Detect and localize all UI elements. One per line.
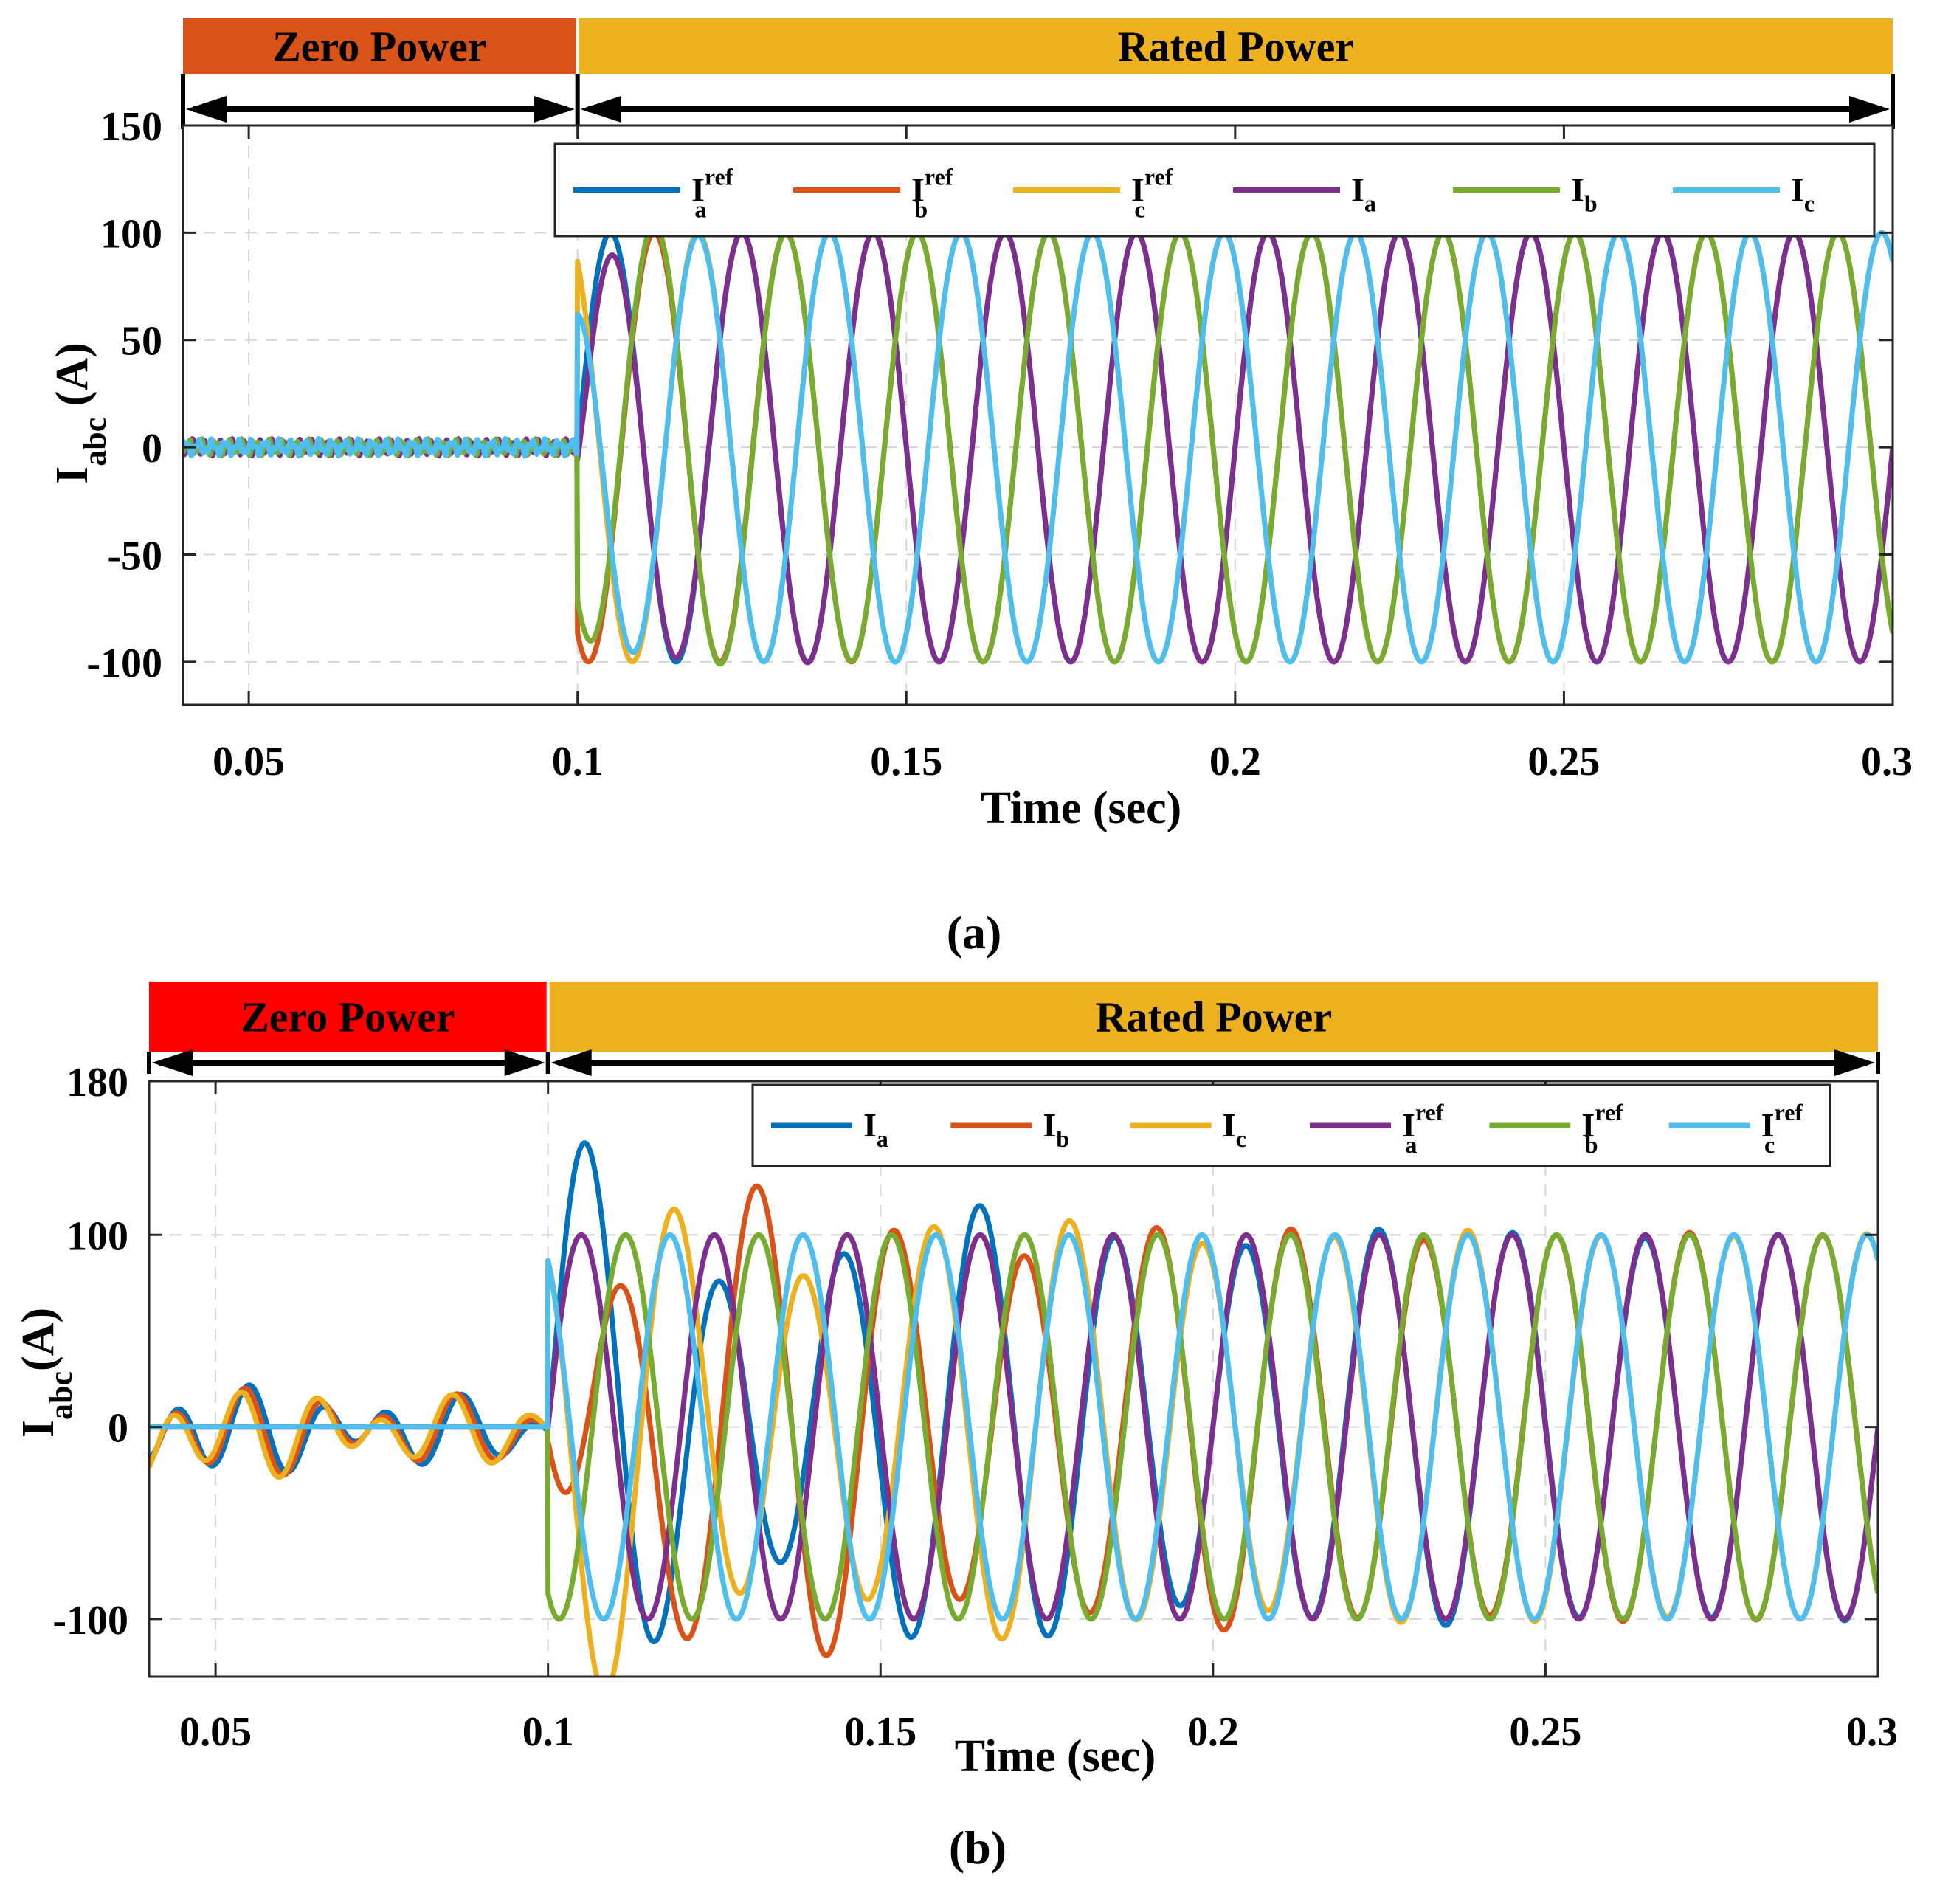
y-axis-label: Iabc (A) [47,342,113,484]
region-banner-zero-power [149,982,547,1052]
legend-label: Ib [1571,171,1598,217]
y-tick-label: 100 [100,211,162,257]
region-banner-rated-power [579,18,1893,74]
axes-frame [148,1080,1879,1678]
x-tick-label: 0.15 [844,1709,916,1755]
x-tick-label: 0.2 [1209,739,1261,784]
legend-label: Iref b [911,164,953,223]
legend-box [751,1083,1831,1167]
chart-panel-a: Zero Power Rated Power 0.05 0.1 0.15 0.2 0.25 0… [47,18,1913,959]
legend: Ia Ib Ic Iref a Iref b Iref c [751,1083,1831,1167]
region-label: Rated Power [1096,993,1333,1041]
x-tick-label: 0.05 [179,1709,252,1755]
y-tick-label: 50 [121,319,162,365]
legend-label: Ia [1351,171,1376,217]
series-line-ic [183,230,1893,665]
region-label: Rated Power [1118,23,1355,71]
legend-box [553,142,1876,238]
legend-label: Iref c [1761,1099,1803,1158]
y-tick-label: 150 [100,104,162,150]
series-line-ic-ref [149,1232,1878,1622]
x-tick-label: 0.15 [870,739,942,784]
x-axis-label: Time (sec) [981,783,1182,833]
y-tick-label: -100 [52,1598,128,1643]
y-axis-label: Iabc(A) [13,1308,79,1438]
x-tick-label: 0.25 [1527,739,1600,784]
x-axis-label: Time (sec) [955,1731,1156,1781]
figure-caption: (b) [949,1821,1007,1874]
x-tick-label: 0.05 [213,739,285,784]
arrow-head-right [504,1049,545,1076]
arrow-head-right [534,96,575,123]
arrow-head-right [1834,1049,1875,1076]
arrow-head-left [186,96,227,123]
x-tick-label: 0.1 [552,739,604,784]
x-tick-label: 0.25 [1509,1709,1581,1755]
x-tick-label: 0.2 [1187,1709,1239,1755]
x-tick-label: 0.3 [1846,1709,1898,1755]
legend-label: Ic [1791,171,1815,217]
legend-label: Iref a [1402,1099,1444,1158]
legend-label: Ib [1043,1106,1069,1152]
arrow-head-left [152,1049,193,1076]
legend-label: Iref b [1581,1099,1623,1158]
x-tick-label: 0.3 [1861,739,1913,784]
x-tick-label: 0.1 [522,1709,574,1755]
y-tick-label: 0 [142,426,162,472]
region-banner-rated-power [549,982,1878,1052]
y-tick-label: 100 [66,1213,128,1259]
figure-caption: (a) [947,906,1002,959]
region-label: Zero Power [272,23,486,71]
chart-panel-b: Zero Power Rated Power 0.05 0.1 0.15 0.2 0.25 0… [13,982,1898,1874]
legend-label: Iref c [1131,164,1173,223]
legend-label: Iref a [691,164,733,223]
arrow-head-left [550,1049,592,1076]
region-label: Zero Power [241,993,455,1041]
y-tick-label: -100 [86,641,162,686]
series-group [149,1140,1878,1677]
legend-label: Ic [1223,1106,1246,1152]
region-banner-zero-power [183,18,576,74]
y-tick-label: 180 [66,1060,128,1106]
arrow-head-right [1849,96,1890,123]
y-tick-label: 0 [108,1406,128,1452]
legend: Iref a Iref b Iref c Ia Ib Ic [553,142,1876,238]
legend-label: Ia [863,1106,888,1152]
y-tick-label: -50 [107,533,162,579]
arrow-head-left [580,96,621,123]
series-group [183,221,1893,667]
axes-frame [182,124,1894,706]
plot-area [149,1081,1878,1677]
